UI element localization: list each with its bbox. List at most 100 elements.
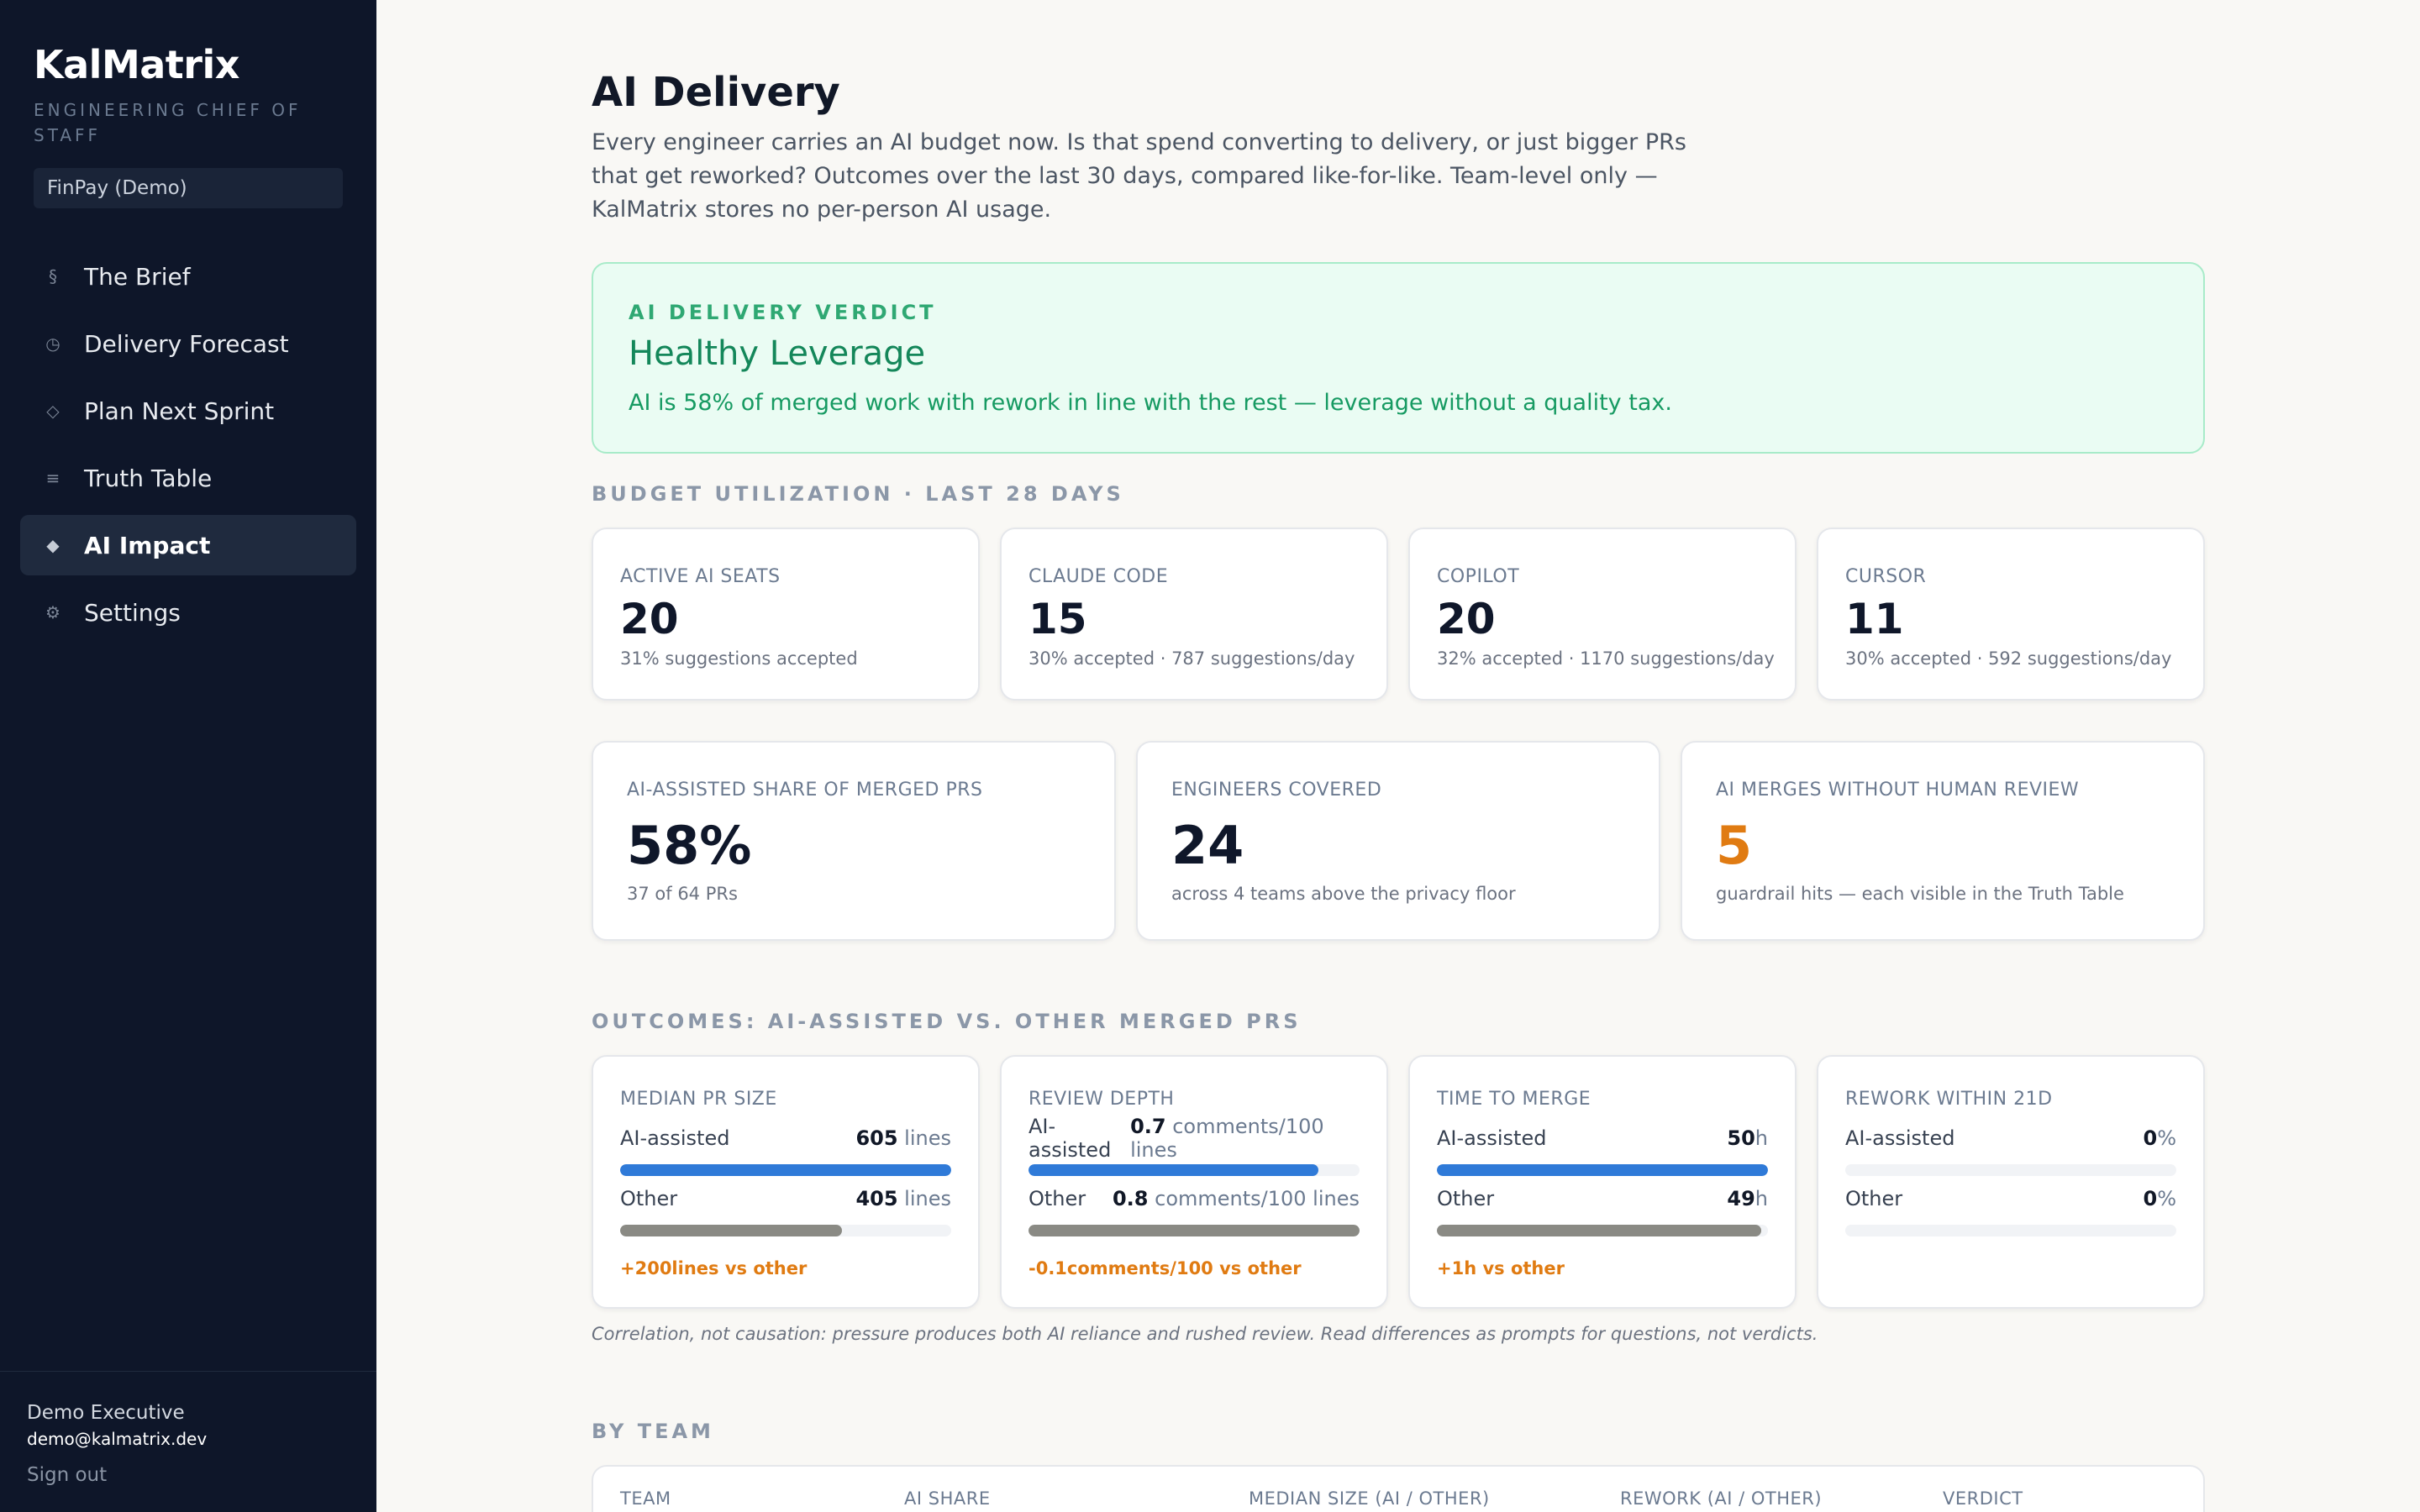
ai-bar (620, 1164, 951, 1176)
ai-row-value: 0 (2143, 1126, 2158, 1150)
outcome-card-time-to-merge: TIME TO MERGE AI-assisted 50h Other 49h … (1408, 1055, 1797, 1309)
stat-note: 30% accepted · 592 suggestions/day (1845, 648, 2172, 669)
other-bar-fill (620, 1225, 842, 1236)
delta-text: +200lines vs other (620, 1258, 808, 1278)
sign-out-link[interactable]: Sign out (27, 1464, 108, 1486)
stat-note: guardrail hits — each visible in the Tru… (1716, 884, 2124, 904)
sidebar-item-truth-table[interactable]: ≡ Truth Table (20, 448, 356, 508)
stat-card-ai-merges-without-review[interactable]: AI MERGES WITHOUT HUMAN REVIEW 5 guardra… (1681, 741, 2205, 941)
sidebar-item-label: Delivery Forecast (84, 329, 289, 358)
sidebar: KalMatrix ENGINEERING CHIEF OF STAFF Fin… (0, 0, 376, 1512)
section-icon: § (49, 266, 57, 286)
ai-bar (1028, 1164, 1360, 1176)
stat-value: 15 (1028, 595, 1087, 643)
other-row: Other 0.8 comments/100 lines (1028, 1184, 1360, 1213)
outcomes-section-label: OUTCOMES: AI-ASSISTED VS. OTHER MERGED P… (592, 1010, 1302, 1033)
budget-section-label: BUDGET UTILIZATION · LAST 28 DAYS (592, 482, 1124, 506)
other-row: Other 49h (1437, 1184, 1768, 1213)
other-row-value: 0.8 (1112, 1187, 1149, 1210)
sidebar-item-plan-next-sprint[interactable]: ◇ Plan Next Sprint (20, 381, 356, 441)
sidebar-item-label: Settings (84, 598, 181, 627)
column-header-median-size[interactable]: MEDIAN SIZE (AI / OTHER) (1249, 1488, 1490, 1509)
ai-row-label: AI-assisted (1845, 1126, 1955, 1150)
diamond-outline-icon: ◇ (46, 401, 60, 421)
column-header-team[interactable]: TEAM (620, 1488, 671, 1509)
gear-icon: ⚙ (45, 602, 60, 622)
ai-row: AI-assisted 0.7 comments/100 lines (1028, 1115, 1360, 1162)
sidebar-item-delivery-forecast[interactable]: ◷ Delivery Forecast (20, 313, 356, 374)
other-row-label: Other (1845, 1187, 1903, 1210)
column-header-ai-share[interactable]: AI SHARE (904, 1488, 991, 1509)
sidebar-footer: Demo Executive demo@kalmatrix.dev Sign o… (0, 1371, 376, 1486)
other-row-unit: h (1754, 1187, 1768, 1210)
page-title: AI Delivery (592, 69, 840, 116)
stat-label: CLAUDE CODE (1028, 566, 1169, 587)
sidebar-item-label: The Brief (84, 262, 191, 291)
other-bar (620, 1225, 951, 1236)
sidebar-item-label: AI Impact (84, 531, 211, 559)
other-row-value: 405 (855, 1187, 898, 1210)
ai-row-unit: comments/100 lines (1130, 1115, 1324, 1162)
stat-note: 37 of 64 PRs (627, 884, 738, 904)
verdict-text: AI is 58% of merged work with rework in … (629, 390, 1672, 416)
outcome-label: REWORK WITHIN 21D (1845, 1089, 2053, 1110)
stat-card-claude-code: CLAUDE CODE 15 30% accepted · 787 sugges… (1000, 528, 1388, 701)
outcome-card-review-depth: REVIEW DEPTH AI-assisted 0.7 comments/10… (1000, 1055, 1388, 1309)
ai-row-label: AI-assisted (1028, 1115, 1112, 1162)
outcome-label: REVIEW DEPTH (1028, 1089, 1175, 1110)
stat-card-copilot: COPILOT 20 32% accepted · 1170 suggestio… (1408, 528, 1797, 701)
correlation-caption: Correlation, not causation: pressure pro… (592, 1324, 1818, 1344)
stat-card-active-ai-seats: ACTIVE AI SEATS 20 31% suggestions accep… (592, 528, 980, 701)
verdict-label: AI DELIVERY VERDICT (629, 301, 937, 324)
sidebar-item-ai-impact[interactable]: ◆ AI Impact (20, 515, 356, 575)
stat-card-ai-share: AI-ASSISTED SHARE OF MERGED PRS 58% 37 o… (592, 741, 1116, 941)
user-name: Demo Executive (27, 1402, 185, 1424)
other-bar (1437, 1225, 1768, 1236)
delta-text: -0.1comments/100 vs other (1028, 1258, 1302, 1278)
stat-value: 5 (1716, 815, 1753, 876)
by-team-section-label: BY TEAM (592, 1420, 714, 1443)
org-selector[interactable]: FinPay (Demo) (34, 168, 343, 208)
stat-value: 11 (1845, 595, 1904, 643)
other-row-value: 49 (1727, 1187, 1755, 1210)
other-row-label: Other (1028, 1187, 1086, 1210)
stat-label: AI-ASSISTED SHARE OF MERGED PRS (627, 780, 983, 801)
ai-row-unit: % (2157, 1126, 2176, 1150)
clock-icon: ◷ (45, 333, 60, 354)
other-row-unit: comments/100 lines (1148, 1187, 1360, 1210)
ai-row-label: AI-assisted (1437, 1126, 1547, 1150)
stat-value: 20 (620, 595, 679, 643)
verdict-title: Healthy Leverage (629, 334, 926, 373)
stat-label: ENGINEERS COVERED (1171, 780, 1382, 801)
column-header-rework[interactable]: REWORK (AI / OTHER) (1620, 1488, 1823, 1509)
outcome-label: MEDIAN PR SIZE (620, 1089, 777, 1110)
sidebar-nav: § The Brief ◷ Delivery Forecast ◇ Plan N… (20, 246, 356, 649)
stat-note: 31% suggestions accepted (620, 648, 858, 669)
stat-note: 30% accepted · 787 suggestions/day (1028, 648, 1355, 669)
ai-bar-fill (1437, 1164, 1768, 1176)
ai-bar-fill (1028, 1164, 1318, 1176)
stat-card-engineers-covered: ENGINEERS COVERED 24 across 4 teams abov… (1136, 741, 1660, 941)
stat-label: ACTIVE AI SEATS (620, 566, 781, 587)
page-description: Every engineer carries an AI budget now.… (592, 129, 1686, 223)
stat-value: 58% (627, 815, 752, 876)
sidebar-item-the-brief[interactable]: § The Brief (20, 246, 356, 307)
stat-note: 32% accepted · 1170 suggestions/day (1437, 648, 1775, 669)
diamond-filled-icon: ◆ (46, 535, 60, 555)
sidebar-item-settings[interactable]: ⚙ Settings (20, 582, 356, 643)
other-row: Other 405 lines (620, 1184, 951, 1213)
ai-bar (1437, 1164, 1768, 1176)
verdict-banner: AI DELIVERY VERDICT Healthy Leverage AI … (592, 262, 2205, 454)
delta-text: +1h vs other (1437, 1258, 1565, 1278)
ai-row-unit: lines (897, 1126, 951, 1150)
ai-row-value: 605 (855, 1126, 898, 1150)
user-email: demo@kalmatrix.dev (27, 1429, 208, 1449)
stat-label: COPILOT (1437, 566, 1520, 587)
brand-logo[interactable]: KalMatrix (34, 42, 239, 87)
other-bar (1028, 1225, 1360, 1236)
column-header-verdict[interactable]: VERDICT (1943, 1488, 2023, 1509)
ai-row-unit: h (1754, 1126, 1768, 1150)
other-bar-fill (1028, 1225, 1360, 1236)
sidebar-item-label: Truth Table (84, 464, 213, 492)
other-row-unit: lines (897, 1187, 951, 1210)
